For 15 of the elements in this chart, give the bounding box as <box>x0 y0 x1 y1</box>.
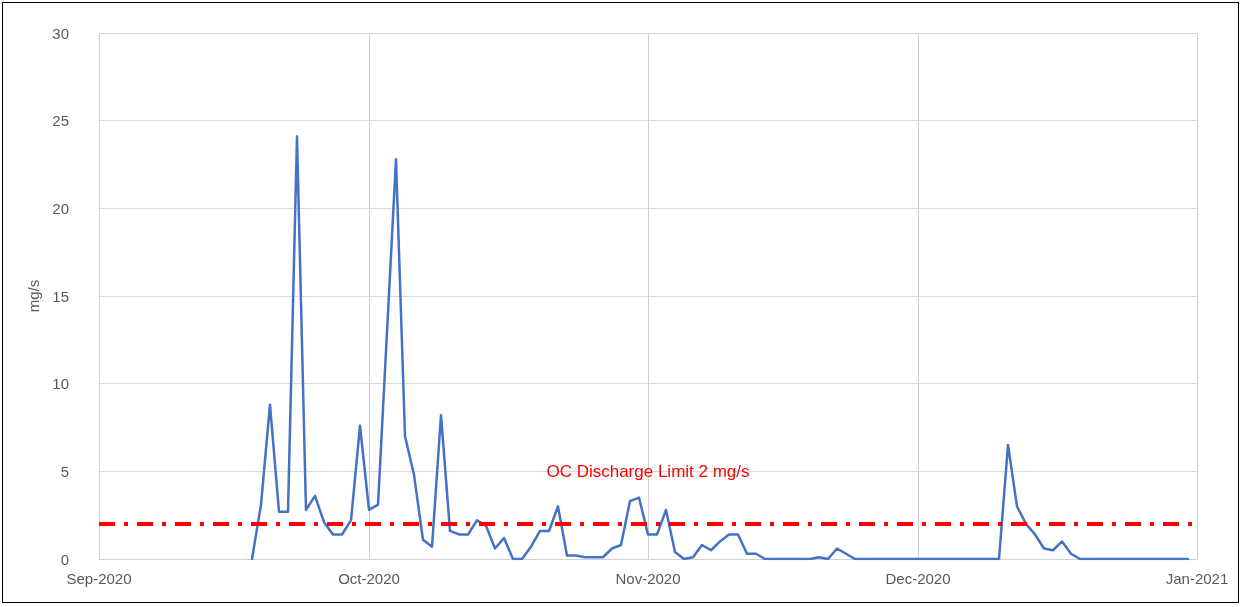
x-tick-label: Jan-2021 <box>1165 570 1229 587</box>
y-tick-label: 25 <box>52 112 69 130</box>
line-series <box>250 135 1190 561</box>
x-tick-label: Oct-2020 <box>338 570 400 587</box>
x-tick-label: Sep-2020 <box>66 570 132 587</box>
y-tick-label: 10 <box>52 375 69 393</box>
y-axis-title: mg/s <box>25 279 43 313</box>
y-tick-label: 0 <box>60 550 69 568</box>
y-tick-label: 5 <box>60 462 69 480</box>
y-tick-label: 30 <box>52 24 69 42</box>
y-tick-label: 15 <box>52 287 69 305</box>
x-tick-label: Nov-2020 <box>615 570 681 587</box>
ref-line-label: OC Discharge Limit 2 mg/s <box>546 461 750 481</box>
y-tick-label: 20 <box>52 199 69 217</box>
x-tick-label: Dec-2020 <box>885 570 951 587</box>
